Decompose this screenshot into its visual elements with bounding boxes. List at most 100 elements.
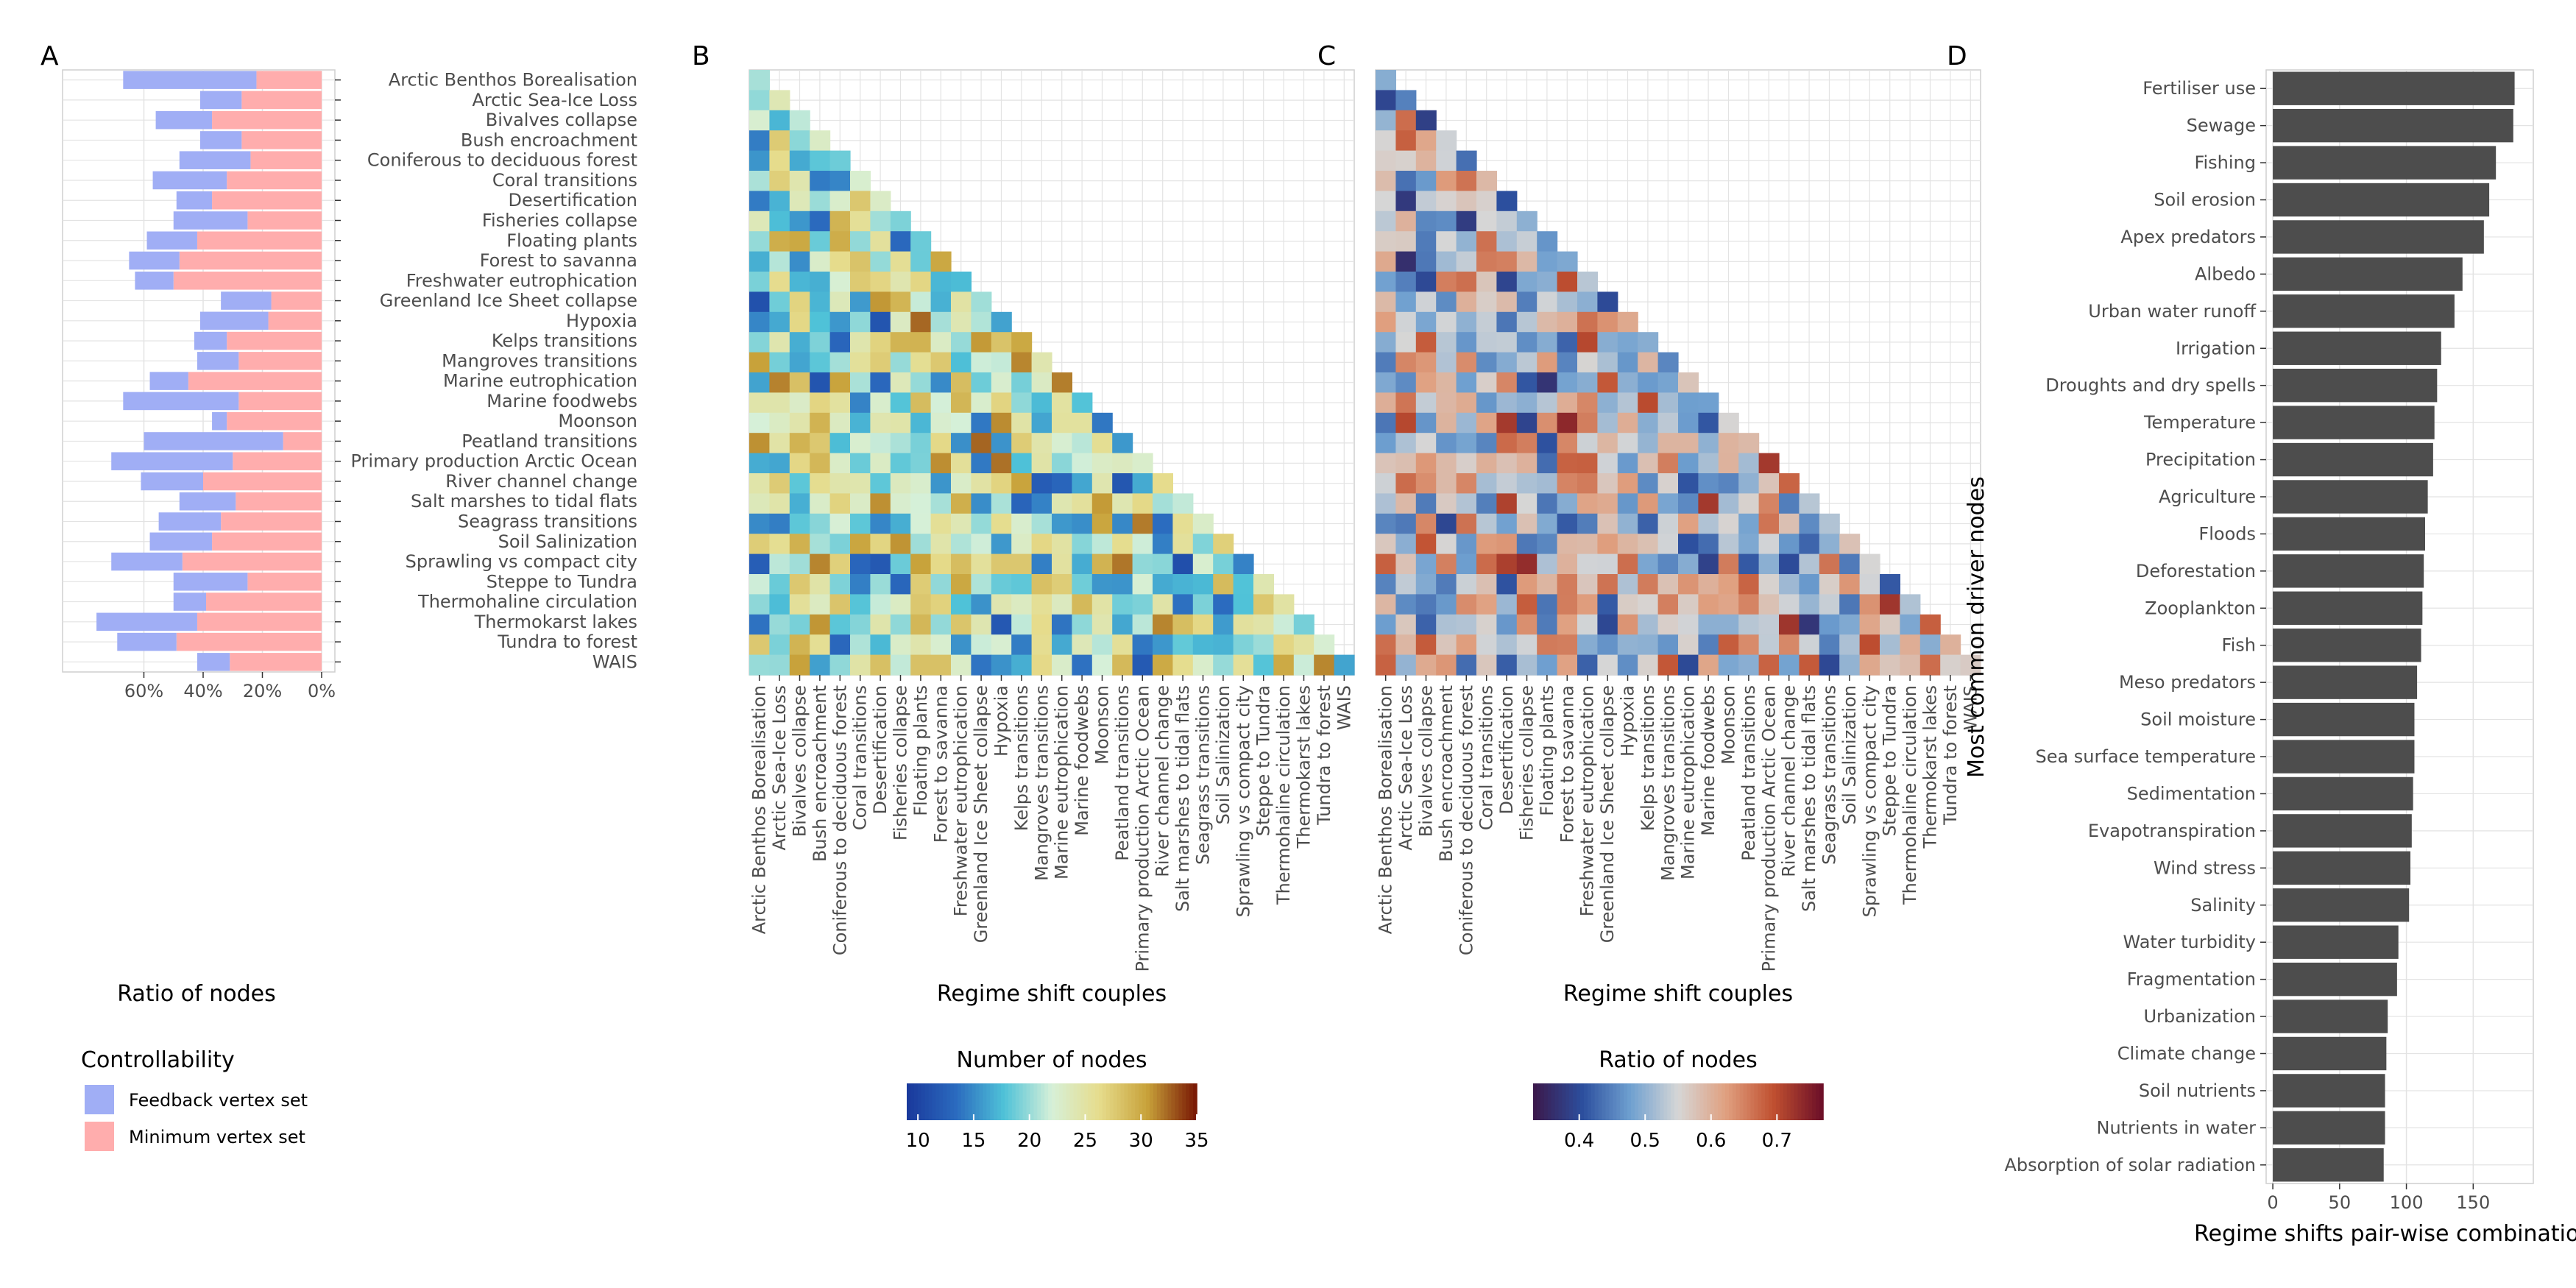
panelB-cell bbox=[1091, 493, 1113, 514]
panelB-cell bbox=[1172, 553, 1194, 575]
panelB-cell bbox=[769, 574, 790, 595]
panelC-cell bbox=[1758, 493, 1780, 514]
panelB-colorbar-step bbox=[1048, 1083, 1052, 1120]
panelB-cell bbox=[1031, 433, 1052, 454]
panelC-col-label: Hypoxia bbox=[1618, 685, 1638, 757]
panelB-cell bbox=[810, 291, 831, 313]
panelB-colorbar-step bbox=[1193, 1083, 1197, 1120]
panelB-col-label: WAIS bbox=[1334, 685, 1354, 730]
panel-a-row-label: Sprawling vs compact city bbox=[406, 551, 637, 572]
panelB-colorbar-step bbox=[913, 1083, 919, 1120]
panelB-cell bbox=[1172, 493, 1194, 514]
panelB-colorbar-step bbox=[1120, 1083, 1125, 1120]
panelB-cell bbox=[890, 311, 911, 333]
panelC-cell bbox=[1456, 150, 1477, 171]
panelC-colorbar-step bbox=[1565, 1083, 1571, 1120]
panelB-cell bbox=[1293, 654, 1314, 676]
panel-a-row-label: Kelps transitions bbox=[492, 330, 637, 351]
panelB-cell bbox=[749, 251, 770, 272]
panelB-col-label: Freshwater eutrophication bbox=[951, 685, 972, 916]
panelC-cell bbox=[1537, 231, 1558, 252]
panelB-cell bbox=[1314, 634, 1335, 656]
panelC-cell bbox=[1678, 534, 1699, 555]
panel-d-bar bbox=[2273, 183, 2490, 217]
panelB-cell bbox=[890, 291, 911, 313]
panelC-colorbar-step bbox=[1772, 1083, 1777, 1120]
panelB-cell bbox=[789, 171, 810, 191]
panelB-col-label: Peatland transitions bbox=[1112, 685, 1133, 861]
panelB-colorbar-step bbox=[1146, 1083, 1150, 1120]
panelB-colorbar-step bbox=[986, 1083, 991, 1120]
panelC-cell bbox=[1819, 553, 1840, 575]
panelC-cell bbox=[1415, 372, 1437, 393]
panelC-cell bbox=[1577, 534, 1598, 555]
panelC-col-label: Desertification bbox=[1496, 685, 1517, 814]
panelC-col-label: Bush encroachment bbox=[1436, 685, 1457, 862]
panelC-col-label: Steppe to Tundra bbox=[1880, 685, 1900, 836]
panelB-colorbar-step bbox=[1069, 1083, 1075, 1120]
panelB-cell bbox=[769, 110, 790, 131]
panelB-cell bbox=[850, 614, 871, 635]
panelB-cell bbox=[930, 513, 952, 534]
panelC-cell bbox=[1718, 412, 1739, 434]
panelC-cell bbox=[1476, 372, 1497, 393]
panelB-cell bbox=[951, 291, 972, 313]
panelB-cell bbox=[789, 453, 810, 474]
panelC-cell bbox=[1376, 594, 1396, 615]
panelB-cell bbox=[890, 453, 911, 474]
panel-a-bar-minimum-vertex-set bbox=[247, 211, 322, 230]
panel-a-row-label: Floating plants bbox=[506, 230, 637, 251]
panelC-cell bbox=[1819, 574, 1840, 595]
panelC-cell bbox=[1577, 412, 1598, 434]
panel-d-category-label: Soil erosion bbox=[2154, 190, 2256, 210]
panelC-cell bbox=[1799, 553, 1820, 575]
panelB-cell bbox=[769, 654, 790, 676]
panelC-cell bbox=[1376, 231, 1396, 252]
panel-a-row-label: Salt marshes to tidal flats bbox=[411, 491, 637, 512]
panelC-cell bbox=[1577, 332, 1598, 353]
panelC-cell bbox=[1638, 534, 1659, 555]
panelB-cell bbox=[1233, 654, 1254, 676]
panel-a-row-label: Freshwater eutrophication bbox=[406, 270, 637, 291]
panelC-cell bbox=[1859, 654, 1880, 676]
panelC-colorbar-step bbox=[1598, 1083, 1603, 1120]
panel-d-category-label: Absorption of solar radiation bbox=[2004, 1155, 2256, 1175]
panelB-cell bbox=[1273, 634, 1295, 656]
panelB-cell bbox=[749, 291, 770, 313]
panel-d-category-label: Fish bbox=[2222, 635, 2256, 656]
panelC-colorbar-step bbox=[1797, 1083, 1802, 1120]
panelC-colorbar-step bbox=[1703, 1083, 1708, 1120]
panelB-cell bbox=[769, 272, 790, 292]
panelC-colorbar-step bbox=[1722, 1083, 1726, 1120]
panelC-cell bbox=[1880, 654, 1900, 676]
panel-d-category-label: Urban water runoff bbox=[2088, 301, 2256, 322]
panelC-cell bbox=[1516, 372, 1538, 393]
panel-a-bar-minimum-vertex-set bbox=[212, 191, 322, 210]
panelC-colorbar-step bbox=[1638, 1083, 1643, 1120]
panelC-cell bbox=[1678, 614, 1699, 635]
panelB-cell bbox=[850, 634, 871, 656]
panel-a-bar-minimum-vertex-set bbox=[221, 512, 322, 531]
panelC-cell bbox=[1456, 291, 1477, 313]
panelC-colorbar-step bbox=[1783, 1083, 1788, 1120]
panelC-cell bbox=[1436, 614, 1457, 635]
panelC-cell bbox=[1718, 513, 1739, 534]
panelC-cell bbox=[1436, 453, 1457, 474]
panelC-cell bbox=[1436, 210, 1457, 232]
panelC-colorbar-step bbox=[1543, 1083, 1549, 1120]
panelC-cell bbox=[1678, 634, 1699, 656]
panelC-cell bbox=[1597, 433, 1618, 454]
panelB-cell bbox=[789, 594, 810, 615]
panelC-cell bbox=[1638, 412, 1659, 434]
panelC-col-label: Mangroves transitions bbox=[1657, 685, 1678, 881]
panelB-cell bbox=[1192, 614, 1214, 635]
panelC-cell bbox=[1537, 534, 1558, 555]
panelB-cell bbox=[829, 392, 851, 414]
panelB-cell bbox=[789, 210, 810, 232]
panelC-cell bbox=[1376, 311, 1396, 333]
panel-a-bar-feedback-vertex-set bbox=[141, 472, 203, 491]
panelC-colorbar-step bbox=[1624, 1083, 1628, 1120]
panelB-cell bbox=[890, 534, 911, 555]
panelC-cell bbox=[1779, 634, 1800, 656]
panelB-cell bbox=[930, 352, 952, 373]
